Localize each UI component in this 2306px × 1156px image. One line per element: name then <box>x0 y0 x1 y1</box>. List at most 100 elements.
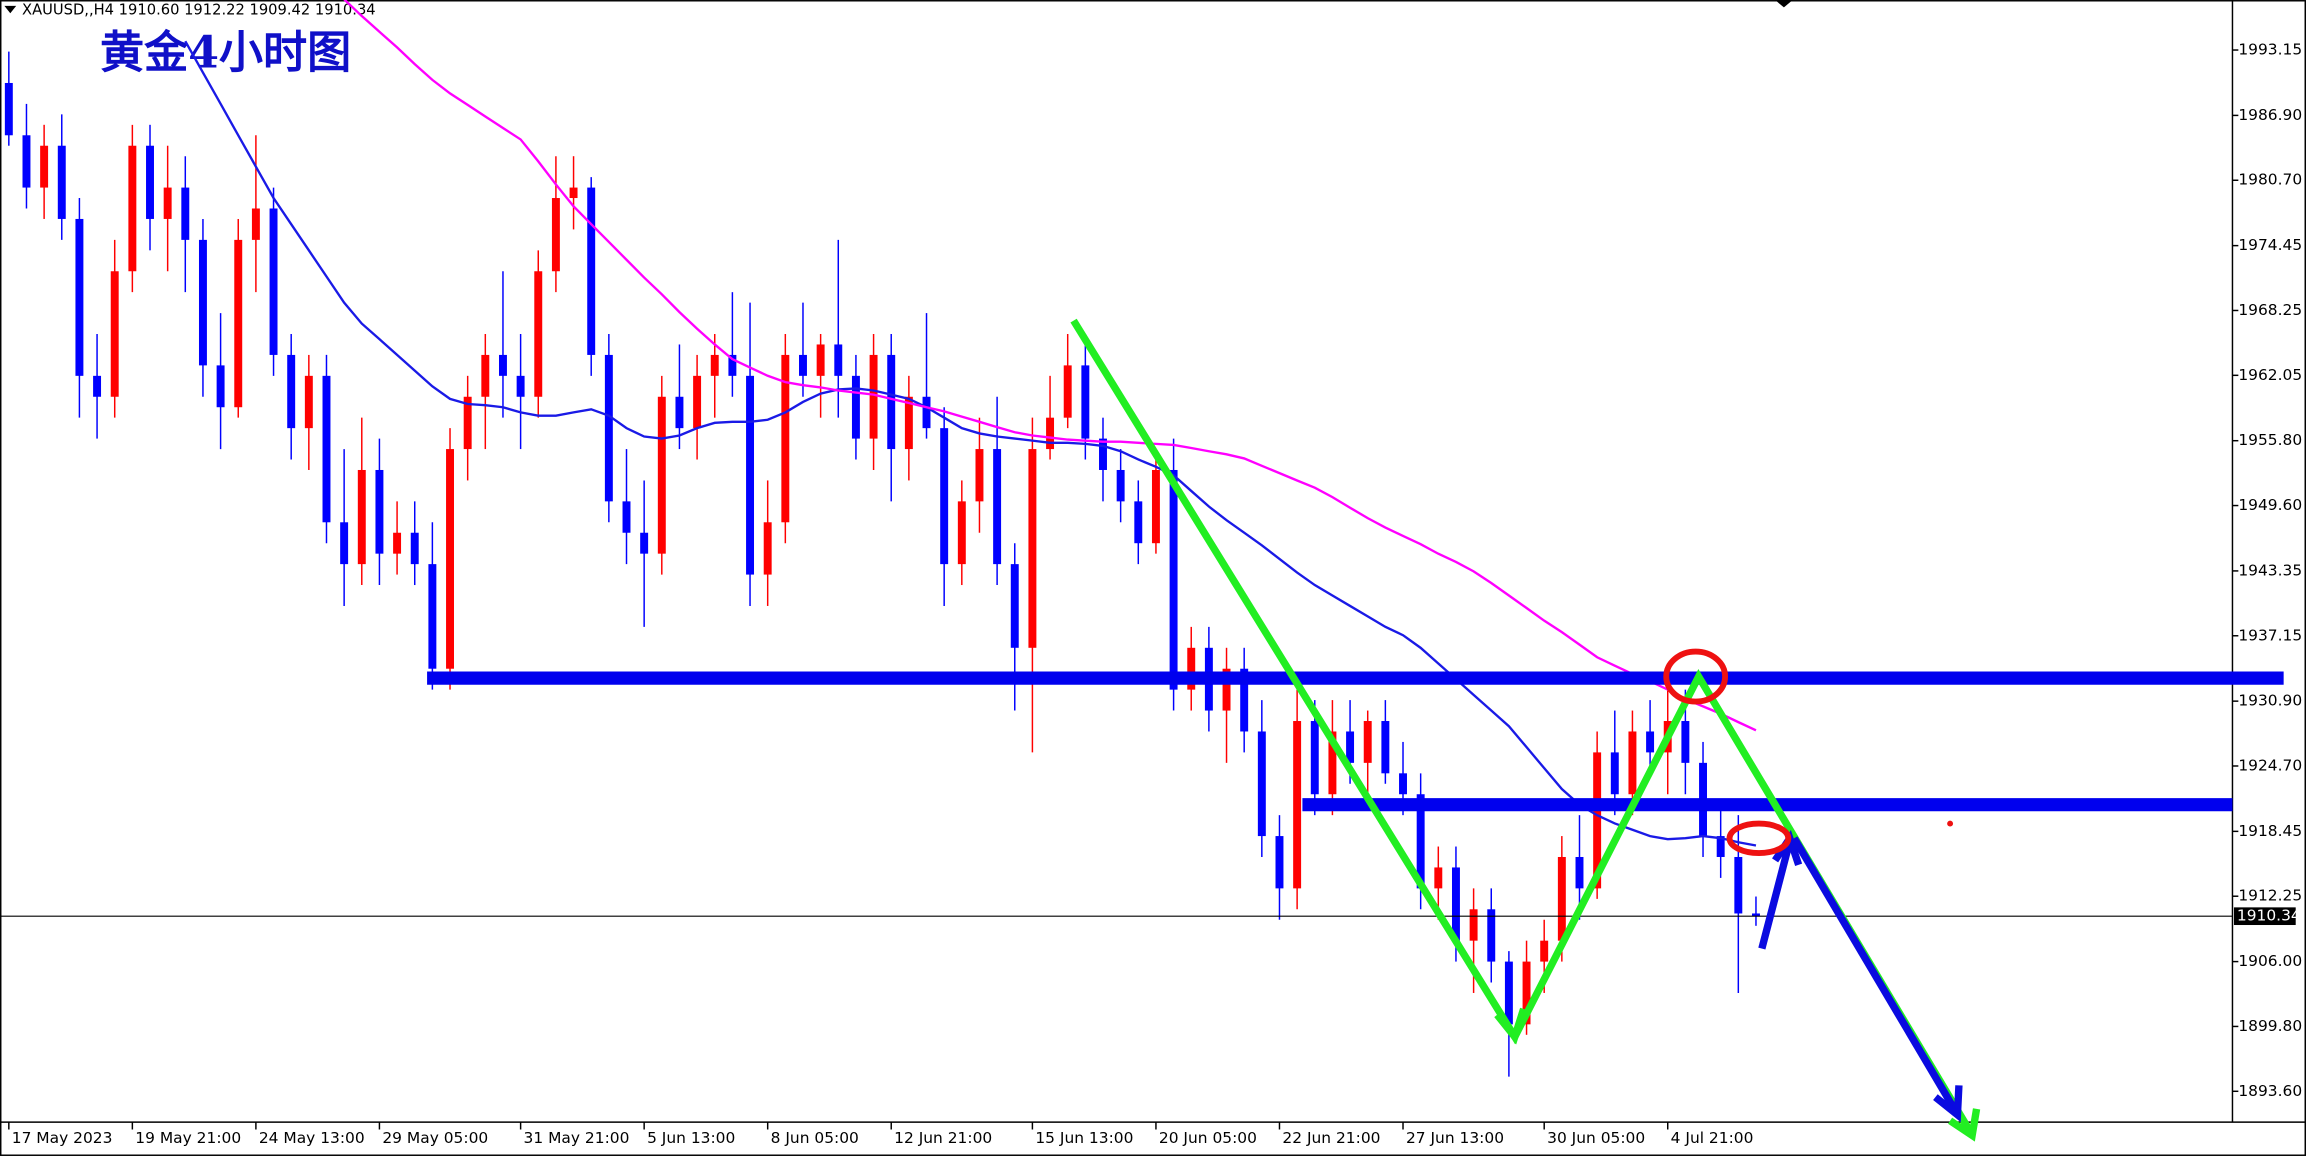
red-circle <box>1663 648 1729 705</box>
candle-body <box>4 82 13 136</box>
candle-body <box>1187 647 1196 690</box>
candle-body <box>1063 365 1072 418</box>
x-tick-label: 30 Jun 05:00 <box>1547 1129 1645 1147</box>
x-tick-label: 20 Jun 05:00 <box>1159 1129 1257 1147</box>
moving-average <box>184 40 1757 847</box>
candle-body <box>198 239 207 366</box>
menu-arrow[interactable] <box>4 5 17 14</box>
candle-body <box>463 396 472 450</box>
candle-body <box>375 469 384 554</box>
candle-body <box>1628 731 1637 795</box>
candle-body <box>1010 564 1019 648</box>
candle-body <box>481 354 490 397</box>
candle-body <box>1257 731 1266 837</box>
y-tick-label: 1974.45 <box>2238 236 2302 254</box>
candle-body <box>234 239 243 408</box>
y-tick-label: 1937.15 <box>2238 626 2302 644</box>
candle-body <box>922 396 931 429</box>
candle-body <box>1522 961 1531 1025</box>
x-tick-label: 19 May 21:00 <box>135 1129 241 1147</box>
y-tick-label: 1930.90 <box>2238 692 2302 710</box>
y-tick-label: 1986.90 <box>2238 106 2302 124</box>
candle-body <box>304 375 313 429</box>
candle-body <box>110 271 119 397</box>
red-circle <box>1726 820 1792 856</box>
candle-body <box>22 135 31 188</box>
y-tick-label: 1949.60 <box>2238 496 2302 514</box>
plot <box>0 0 2284 1077</box>
x-tick-label: 31 May 21:00 <box>524 1129 630 1147</box>
moving-average <box>343 0 1757 732</box>
y-tick-label: 1893.60 <box>2238 1082 2302 1100</box>
candle-body <box>904 396 913 450</box>
candle-body <box>1416 794 1425 889</box>
x-tick-label: 27 Jun 13:00 <box>1406 1129 1504 1147</box>
candle-body <box>657 396 666 554</box>
candle-body <box>287 354 296 429</box>
y-tick-label: 1980.70 <box>2238 171 2302 189</box>
candle-body <box>1716 836 1725 857</box>
blue-arrow <box>1791 836 1960 1114</box>
candle-body <box>851 375 860 439</box>
candle-body <box>622 501 631 533</box>
candle-body <box>763 522 772 575</box>
candle-body <box>1028 449 1037 648</box>
x-tick-label: 15 Jun 13:00 <box>1035 1129 1133 1147</box>
axes: 1993.15 1986.90 1980.70 1974.45 1968.25 1962.… <box>8 41 2302 1147</box>
candle-body <box>781 354 790 523</box>
x-tick-label: 17 May 2023 <box>12 1129 113 1147</box>
x-tick-label: 22 Jun 21:00 <box>1282 1129 1380 1147</box>
red-dot <box>1947 820 1954 827</box>
symbol-header: XAUUSD,,H4 1910.60 1912.22 1909.42 1910.… <box>22 1 376 18</box>
candle-body <box>551 198 560 272</box>
blue-arrow <box>1758 840 1794 950</box>
candle-body <box>1046 417 1055 450</box>
blue-arrow-head <box>1933 1085 1963 1123</box>
candle-body <box>887 354 896 450</box>
x-tick-label: 24 May 13:00 <box>259 1129 365 1147</box>
candle-body <box>1346 731 1355 763</box>
candle-body <box>1169 469 1178 690</box>
candle-body <box>1134 501 1143 544</box>
candle-body <box>146 145 154 219</box>
candle-body <box>746 375 755 575</box>
y-tick-label: 1924.70 <box>2238 756 2302 774</box>
candle-body <box>251 208 260 240</box>
candle-body <box>163 187 172 219</box>
candle-body <box>269 208 278 355</box>
candle-body <box>1240 668 1249 732</box>
candle-body <box>1381 721 1390 774</box>
y-tick-label: 1906.00 <box>2238 952 2302 970</box>
candle-body <box>1734 856 1743 914</box>
annotations <box>1070 318 1981 1142</box>
candle-body <box>799 354 807 376</box>
candle-body <box>1575 856 1584 889</box>
x-tick-label: 12 Jun 21:00 <box>894 1129 992 1147</box>
green-arrow-head <box>1948 1108 1981 1142</box>
candle-body <box>1151 469 1160 544</box>
y-tick-label: 1943.35 <box>2238 561 2302 579</box>
candle-body <box>534 271 543 397</box>
candle-body <box>869 354 878 439</box>
x-tick-label: 8 Jun 05:00 <box>771 1129 859 1147</box>
candle-body <box>1310 721 1319 795</box>
y-tick-label: 1955.80 <box>2238 431 2302 449</box>
candle-body <box>710 354 719 376</box>
candle-body <box>1487 909 1496 962</box>
y-tick-label: 1899.80 <box>2238 1017 2302 1035</box>
candle-body <box>428 564 437 669</box>
candle-body <box>1222 668 1231 711</box>
candle-body <box>1293 721 1302 889</box>
candle-body <box>93 375 102 397</box>
candle-body <box>1275 836 1284 889</box>
candle-body <box>1434 867 1443 889</box>
candle-body <box>1681 721 1690 763</box>
candle-body <box>1557 856 1566 941</box>
candle-body <box>957 501 966 565</box>
candle-body <box>1540 940 1549 962</box>
candle-body <box>587 187 596 355</box>
candle-body <box>410 532 419 565</box>
candle-body <box>1081 365 1090 439</box>
candle-body <box>816 344 825 376</box>
